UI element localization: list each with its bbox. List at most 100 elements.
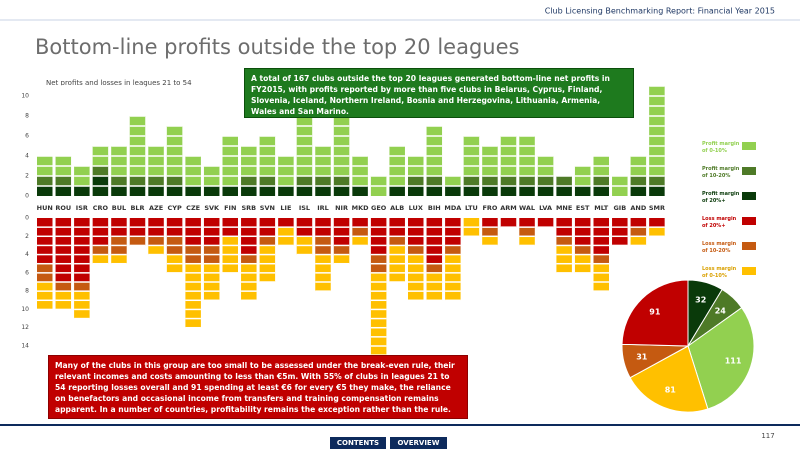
x-tick-label: ARM — [500, 204, 517, 212]
bar-segment — [333, 245, 350, 255]
x-tick-label: ROU — [55, 204, 71, 212]
bar-segment — [500, 218, 517, 228]
bar-segment — [445, 218, 461, 246]
bar-segment — [445, 186, 461, 196]
bar-segment — [74, 218, 90, 282]
bar-segment — [649, 227, 665, 237]
bar-segment — [259, 186, 276, 196]
bar-segment — [92, 245, 109, 255]
bar-segment — [556, 186, 572, 196]
bar-segment — [519, 186, 535, 196]
contents-button[interactable]: CONTENTS — [330, 437, 386, 449]
bar-segment — [482, 186, 498, 196]
bar-segment — [537, 176, 554, 186]
bar-segment — [500, 176, 517, 186]
bar-segment — [166, 126, 183, 176]
legend-label: Loss margin of 10-20% — [702, 241, 737, 254]
chart-title: Net profits and losses in leagues 21 to … — [46, 79, 192, 87]
bar-segment — [129, 186, 146, 196]
pie-label: 81 — [665, 386, 677, 395]
bar-segment — [259, 236, 276, 246]
y2-tick-label: 4 — [25, 251, 29, 258]
pie-slice — [687, 306, 755, 410]
bar-segment — [129, 176, 146, 186]
bar-segment — [315, 146, 331, 176]
bar-segment — [426, 263, 443, 273]
legend-swatch — [742, 167, 756, 175]
x-tick-label: AZE — [149, 204, 163, 212]
x-tick-label: LIE — [280, 204, 291, 212]
bar-segment — [630, 218, 647, 228]
bar-segment — [408, 176, 424, 186]
legend-label: Profit margin of 20%+ — [702, 191, 740, 204]
bar-segment — [241, 254, 257, 264]
bar-segment — [241, 176, 257, 186]
bar-segment — [556, 245, 572, 273]
pie-label: 111 — [725, 357, 742, 366]
legend-swatch — [742, 242, 756, 250]
y2-tick-label: 8 — [25, 288, 29, 295]
bar-segment — [593, 254, 609, 264]
annotation-losses: Many of the clubs in this group are too … — [48, 355, 468, 419]
bar-segment — [519, 227, 535, 237]
header: Club Licensing Benchmarking Report: Fina… — [545, 7, 775, 16]
bar-segment — [37, 282, 53, 310]
bar-segment — [426, 272, 443, 301]
bar-segment — [482, 146, 498, 176]
x-tick-label: LVA — [539, 204, 552, 212]
x-tick-label: CRO — [93, 204, 109, 212]
x-tick-label: WAL — [519, 204, 535, 212]
pie-label: 31 — [636, 353, 648, 362]
x-tick-label: FIN — [224, 204, 236, 212]
bar-segment — [148, 186, 164, 196]
x-tick-label: CYP — [167, 204, 181, 212]
bar-segment — [352, 218, 368, 228]
bar-segment — [74, 186, 90, 196]
y-tick-label: 4 — [25, 153, 29, 160]
y2-tick-label: 10 — [21, 306, 29, 313]
bar-segment — [649, 186, 665, 196]
legend-label: Profit margin of 0-10% — [702, 141, 740, 154]
bar-segment — [296, 176, 313, 186]
bar-segment — [630, 186, 647, 196]
bar-segment — [148, 176, 164, 186]
bar-segment — [74, 291, 90, 319]
bar-segment — [278, 156, 294, 186]
bar-segment — [649, 176, 665, 186]
bar-segment — [370, 272, 387, 356]
bar-segment — [37, 218, 53, 264]
x-tick-label: HUN — [37, 204, 53, 212]
x-tick-label: CZE — [186, 204, 200, 212]
bar-segment — [574, 245, 591, 255]
bar-segment — [519, 236, 535, 246]
bar-segment — [333, 186, 350, 196]
bar-segment — [333, 254, 350, 264]
x-tick-label: NIR — [335, 204, 348, 212]
bar-segment — [55, 282, 72, 292]
bar-segment — [593, 263, 609, 292]
legend-swatch — [742, 192, 756, 200]
legend-label: Loss margin of 0-10% — [702, 266, 737, 279]
bar-segment — [315, 176, 331, 186]
bar-segment — [203, 186, 220, 196]
bar-segment — [352, 227, 368, 237]
bar-segment — [630, 236, 647, 246]
bar-segment — [482, 218, 498, 228]
bar-segment — [278, 218, 294, 228]
bar-segment — [315, 186, 331, 196]
bar-segment — [148, 146, 164, 176]
bar-segment — [593, 176, 609, 186]
bar-segment — [185, 186, 201, 196]
overview-button[interactable]: OVERVIEW — [390, 437, 447, 449]
x-tick-label: MKD — [352, 204, 370, 212]
bar-segment — [37, 176, 53, 186]
x-tick-label: SVN — [260, 204, 275, 212]
bar-segment — [519, 176, 535, 186]
bar-segment — [185, 263, 201, 328]
bar-segment — [185, 156, 201, 186]
bar-segment — [426, 126, 443, 176]
bar-segment — [463, 176, 480, 186]
x-tick-label: SMR — [649, 204, 665, 212]
x-tick-label: SRB — [241, 204, 256, 212]
